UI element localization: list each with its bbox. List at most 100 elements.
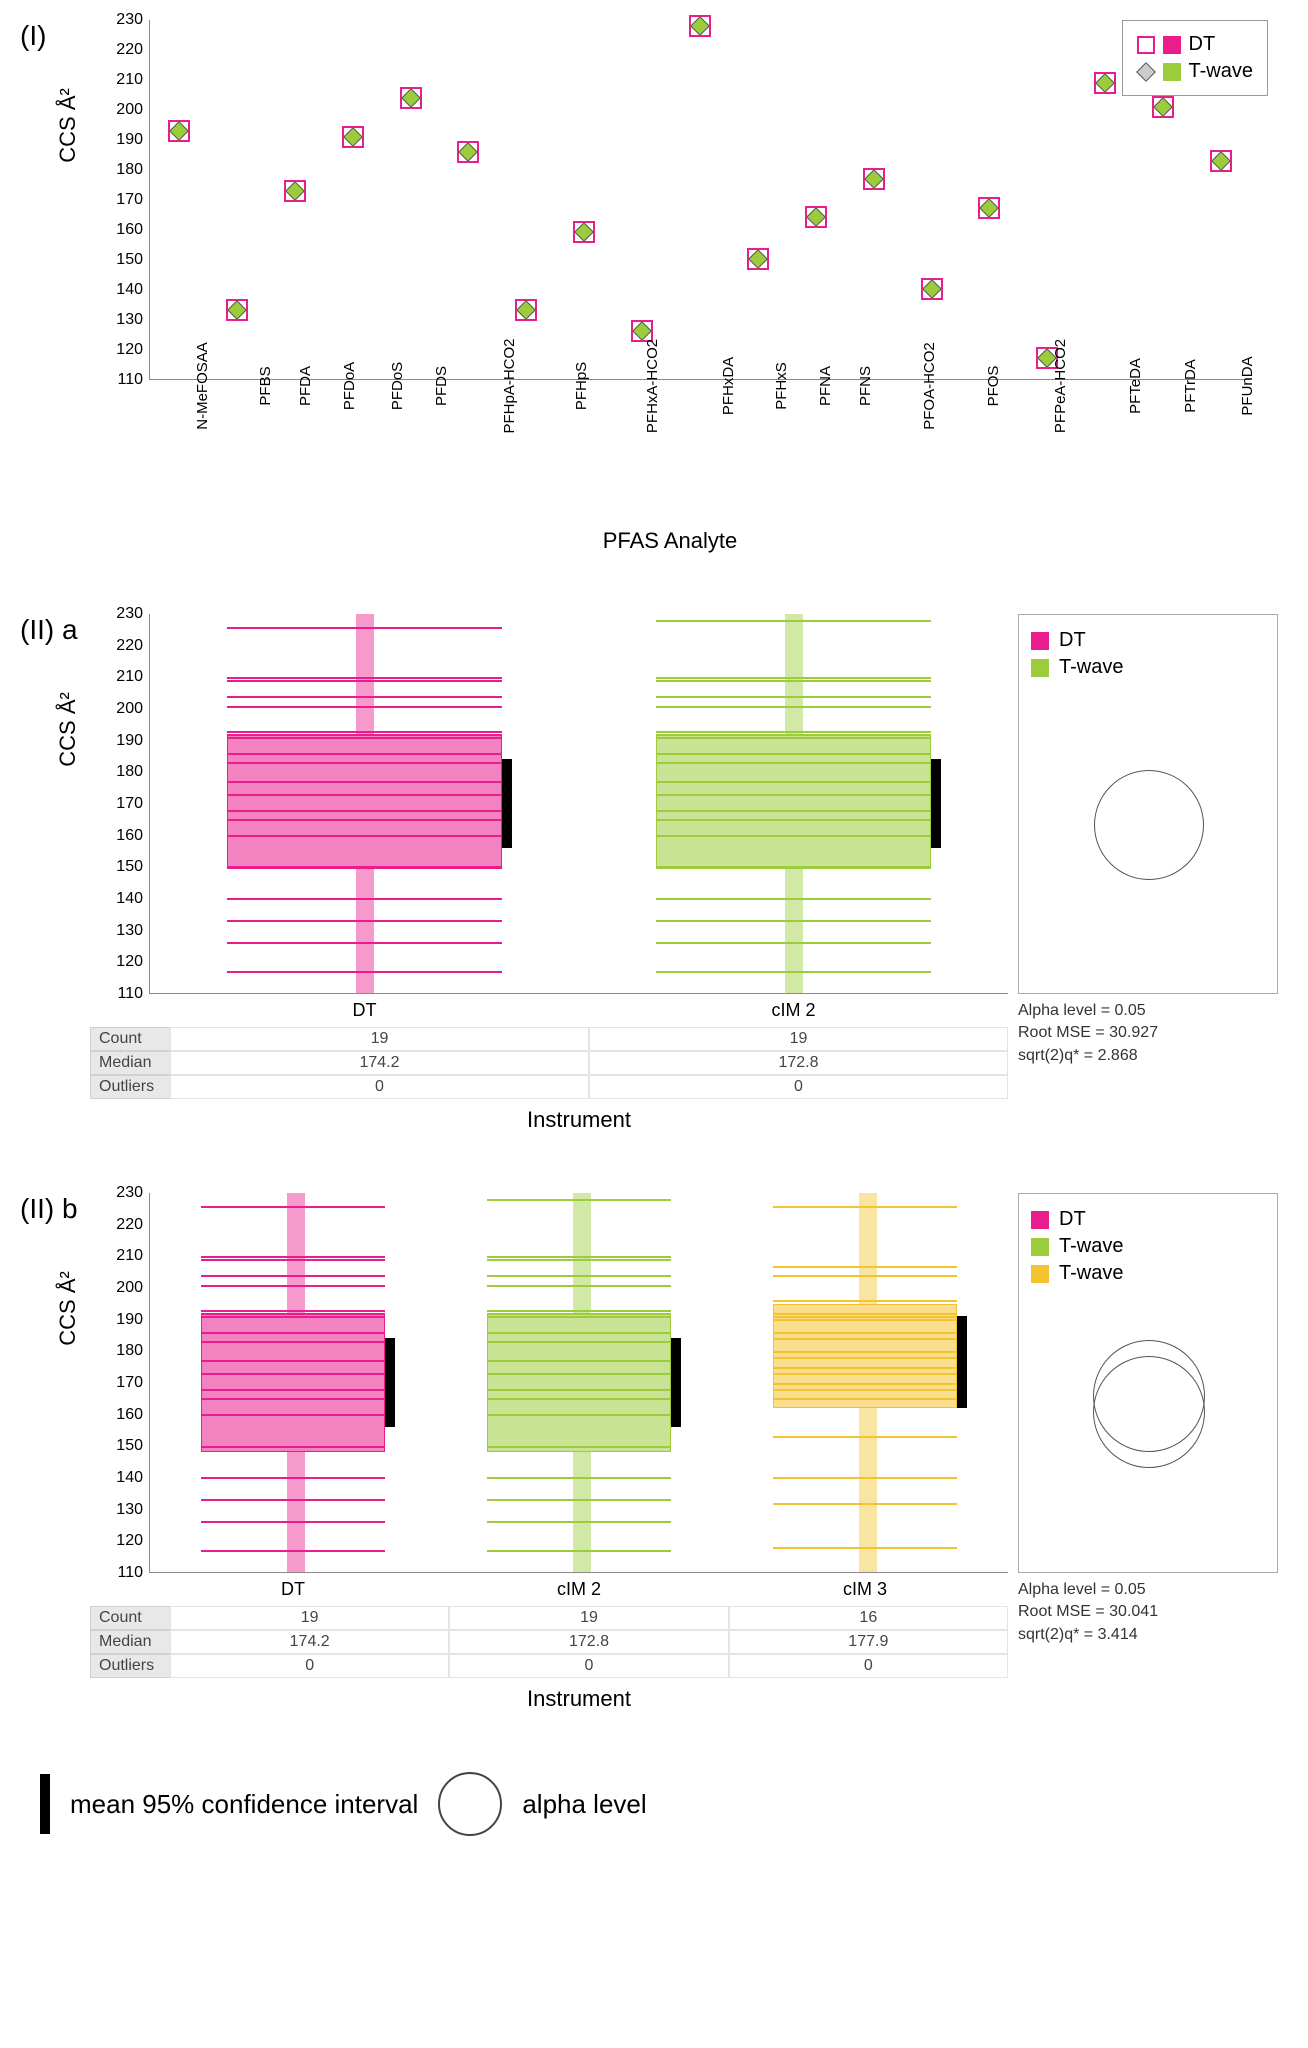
dash-b-ylabel: CCS Å² (55, 1271, 81, 1346)
panel-I: (I) DTT-wave CCS Å² 12013014015016017018… (30, 20, 1278, 554)
stats-row: Median174.2172.8177.9 (90, 1630, 1008, 1654)
ytick: 180 (116, 1342, 143, 1360)
dash-a-stats-table: Count1919Median174.2172.8Outliers00 (90, 1027, 1008, 1099)
ytick: 230 (116, 605, 143, 623)
panel-IIa: (II) a CCS Å² 12013014015016017018019020… (30, 614, 1278, 1133)
stats-row: Outliers00 (90, 1075, 1008, 1099)
alpha-circle-icon (438, 1772, 502, 1836)
ytick: 180 (116, 161, 143, 179)
ytick: 150 (116, 1437, 143, 1455)
ytick: 210 (116, 71, 143, 89)
scatter-xtick: PFOS (964, 380, 1005, 398)
dash-b-right-stats: Alpha level = 0.05Root MSE = 30.041sqrt(… (1018, 1579, 1278, 1646)
dash-xlabel: cIM 2 (579, 994, 1008, 1021)
ytick: 220 (116, 41, 143, 59)
ytick: 160 (116, 221, 143, 239)
ytick: 230 (116, 11, 143, 29)
scatter-xtick: PFDA (277, 380, 317, 398)
scatter-xtick: PFDoS (365, 380, 413, 398)
right-stat-line: sqrt(2)q* = 2.868 (1018, 1045, 1278, 1067)
dash-a-right-stats: Alpha level = 0.05Root MSE = 30.927sqrt(… (1018, 1000, 1278, 1067)
ytick: 130 (116, 922, 143, 940)
dash-xlabel: cIM 3 (722, 1573, 1008, 1600)
scatter-xtick: PFHxDA (691, 380, 749, 398)
dash-group (436, 1193, 722, 1572)
ytick: 210 (116, 668, 143, 686)
dash-a-yaxis: CCS Å² 120130140150160170180190200210220… (90, 614, 150, 994)
ytick: 130 (116, 1501, 143, 1519)
ytick: 170 (116, 795, 143, 813)
scatter-ylabel: CCS Å² (55, 88, 81, 163)
right-stat-line: Alpha level = 0.05 (1018, 1000, 1278, 1022)
scatter-xtick: PFNA (797, 380, 837, 398)
ytick: 200 (116, 700, 143, 718)
panel-IIa-label: (II) a (20, 614, 78, 646)
ytick: 220 (116, 1216, 143, 1234)
dash-a-xlabels: DTcIM 2 (150, 994, 1008, 1021)
dash-a-plot (150, 614, 1008, 994)
dash-xlabel: cIM 2 (436, 1573, 722, 1600)
dash-a-ylabel: CCS Å² (55, 692, 81, 767)
panel-IIb: (II) b CCS Å² 12013014015016017018019020… (30, 1193, 1278, 1712)
scatter-xtick: N-MeFOSAA (150, 380, 238, 398)
ytick: 190 (116, 1311, 143, 1329)
dash-b-legend-box: DTT-waveT-wave (1018, 1193, 1278, 1573)
stats-row: Outliers000 (90, 1654, 1008, 1678)
scatter-xtick: PFUnDA (1209, 380, 1268, 398)
scatter-xtick: PFHxS (749, 380, 797, 398)
alpha-circle (1094, 770, 1204, 880)
dash-b-yaxis: CCS Å² 120130140150160170180190200210220… (90, 1193, 150, 1573)
scatter-xtick: PFBS (238, 380, 277, 398)
scatter-xtick: PFHpA-HCO2 (453, 380, 548, 398)
footer-legend: mean 95% confidence interval alpha level (40, 1772, 1278, 1836)
dash-group (722, 1193, 1008, 1572)
ytick: 150 (116, 251, 143, 269)
dash-group (150, 1193, 436, 1572)
ytick: 110 (117, 1564, 143, 1582)
ytick: 130 (116, 311, 143, 329)
ytick: 140 (116, 281, 143, 299)
ytick: 160 (116, 1406, 143, 1424)
scatter-xtick: PFDS (413, 380, 453, 398)
ytick: 190 (116, 131, 143, 149)
scatter-xticks: N-MeFOSAAPFBSPFDAPFDoAPFDoSPFDSPFHpA-HCO… (150, 380, 1250, 398)
ytick: 110 (117, 371, 143, 389)
alpha-circle (1093, 1356, 1205, 1468)
dash-a-instrument-label: Instrument (150, 1107, 1008, 1133)
ytick: 170 (116, 191, 143, 209)
ytick: 120 (116, 953, 143, 971)
dash-legend-row: DT (1031, 629, 1265, 652)
dash-b-plot (150, 1193, 1008, 1573)
scatter-xtick: PFTeDA (1099, 380, 1155, 398)
dash-legend-row: T-wave (1031, 656, 1265, 679)
right-stat-line: Root MSE = 30.041 (1018, 1601, 1278, 1623)
dash-group (579, 614, 1008, 993)
dash-b-stats-table: Count191916Median174.2172.8177.9Outliers… (90, 1606, 1008, 1678)
scatter-xtick: PFHxA-HCO2 (597, 380, 691, 398)
ytick: 180 (116, 763, 143, 781)
ytick: 110 (117, 985, 143, 1003)
dash-a-legend-box: DT T-wave (1018, 614, 1278, 994)
dash-group (150, 614, 579, 993)
ytick: 200 (116, 1279, 143, 1297)
scatter-xtick: PFTrDA (1155, 380, 1209, 398)
dash-xlabel: DT (150, 994, 579, 1021)
scatter-xtick: PFPeA-HCO2 (1005, 380, 1099, 398)
dash-b-instrument-label: Instrument (150, 1686, 1008, 1712)
right-stat-line: Alpha level = 0.05 (1018, 1579, 1278, 1601)
ytick: 140 (116, 1469, 143, 1487)
ci-label: mean 95% confidence interval (70, 1789, 418, 1820)
stats-row: Count1919 (90, 1027, 1008, 1051)
stats-row: Median174.2172.8 (90, 1051, 1008, 1075)
scatter-xtick: PFDoA (317, 380, 365, 398)
dash-b-xlabels: DTcIM 2cIM 3 (150, 1573, 1008, 1600)
ytick: 170 (116, 1374, 143, 1392)
right-stat-line: Root MSE = 30.927 (1018, 1022, 1278, 1044)
scatter-yaxis: CCS Å² 120130140150160170180190200210220… (90, 20, 150, 380)
ci-bar-icon (40, 1774, 50, 1834)
ytick: 140 (116, 890, 143, 908)
scatter-xtick: PFNS (837, 380, 877, 398)
ytick: 230 (116, 1184, 143, 1202)
ytick: 160 (116, 827, 143, 845)
ytick: 200 (116, 101, 143, 119)
